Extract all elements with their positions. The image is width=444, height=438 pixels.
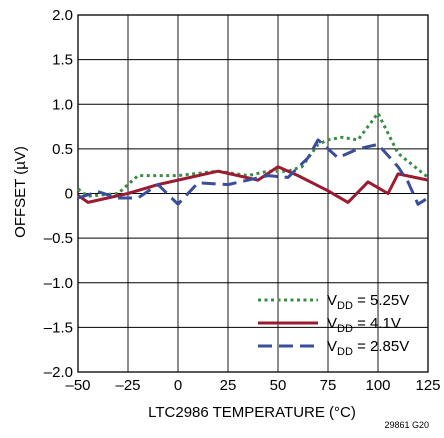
x-tick-label: –50 xyxy=(65,377,90,394)
y-tick-label: 1.0 xyxy=(52,96,73,113)
legend-label-3: VDD = 2.85V xyxy=(327,338,409,358)
series-line-3 xyxy=(77,138,429,206)
x-tick-label: 0 xyxy=(174,377,182,394)
y-tick-label: –2.0 xyxy=(44,364,73,381)
data-series xyxy=(77,111,429,206)
y-tick-label: –1.0 xyxy=(44,275,73,292)
x-tick-label: 125 xyxy=(415,377,440,394)
y-axis-title: OFFSET (µV) xyxy=(12,146,29,238)
legend-label-1: VDD = 5.25V xyxy=(327,292,409,312)
x-tick-label: 75 xyxy=(320,377,337,394)
x-tick-label: 100 xyxy=(365,377,390,394)
y-tick-label: 1.5 xyxy=(52,52,73,69)
legend: VDD = 5.25V VDD = 4.1V VDD = 2.85V xyxy=(258,292,409,358)
x-tick-label: 25 xyxy=(220,377,237,394)
x-tick-label: –25 xyxy=(115,377,140,394)
y-tick-labels: –2.0 –1.5 –1.0 –0.5 0 0.5 1.0 1.5 2.0 xyxy=(44,7,73,381)
y-tick-label: 0 xyxy=(65,186,73,203)
x-tick-label: 50 xyxy=(270,377,287,394)
figure-id: 29861 G20 xyxy=(384,420,429,430)
legend-label-2: VDD = 4.1V xyxy=(327,315,401,335)
y-tick-label: 0.5 xyxy=(52,141,73,158)
y-tick-label: –0.5 xyxy=(44,230,73,247)
series-line-2 xyxy=(77,165,429,204)
grid-lines xyxy=(77,14,429,373)
series-line-1 xyxy=(77,111,429,198)
y-tick-label: –1.5 xyxy=(44,319,73,336)
y-tick-label: 2.0 xyxy=(52,7,73,24)
x-axis-title: LTC2986 TEMPERATURE (°C) xyxy=(148,404,356,421)
x-tick-labels: –50 –25 0 25 50 75 100 125 xyxy=(65,377,440,394)
